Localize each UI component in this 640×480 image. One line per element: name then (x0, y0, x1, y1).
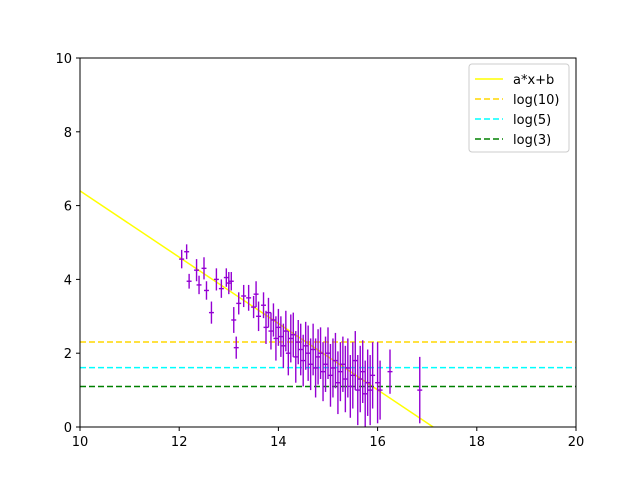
y-tick-label: 6 (64, 200, 72, 215)
legend-label: log(3) (513, 133, 551, 148)
data-point (320, 342, 326, 402)
legend-box (468, 63, 570, 153)
data-point (313, 338, 319, 398)
data-point (275, 308, 281, 346)
data-point (375, 342, 381, 424)
data-point (196, 275, 202, 295)
data-point (308, 338, 314, 391)
data-point (253, 281, 259, 308)
data-point (330, 338, 336, 398)
axes: 10 12 14 16 18 20 0 2 4 6 8 10 (55, 52, 584, 450)
data-point (357, 345, 363, 413)
data-point (352, 331, 358, 391)
data-point (323, 336, 328, 392)
data-point (241, 284, 247, 308)
data-point (194, 259, 200, 282)
data-point (377, 360, 383, 420)
plot-frame (79, 57, 577, 428)
data-point (365, 349, 371, 416)
x-tick-label: 12 (171, 435, 188, 450)
x-tick-label: 18 (469, 435, 486, 450)
data-point (261, 292, 266, 319)
data-point (263, 310, 269, 344)
x-tick-label: 20 (568, 435, 585, 450)
plot-area (80, 190, 576, 427)
data-point (370, 342, 376, 409)
data-point (350, 342, 356, 409)
x-tick-label: 16 (369, 435, 386, 450)
data-point (236, 292, 242, 315)
data-point (204, 281, 209, 300)
y-tick-label: 10 (55, 52, 72, 67)
data-point (340, 336, 346, 392)
data-point (179, 249, 185, 269)
data-point (270, 303, 276, 337)
data-point (278, 316, 284, 357)
x-tick-label: 14 (270, 435, 287, 450)
data-point (355, 355, 361, 426)
data-point (310, 323, 316, 376)
data-point (288, 314, 294, 363)
data-point (213, 268, 219, 291)
data-point (266, 297, 271, 328)
legend-label: a*x+b (513, 73, 554, 88)
legend-label: log(5) (513, 113, 551, 128)
y-tick-label: 0 (64, 421, 72, 436)
data-point (231, 307, 237, 333)
data-point (256, 301, 262, 332)
data-point (251, 296, 257, 319)
data-point (246, 284, 252, 311)
data-point (303, 321, 309, 370)
data-point (360, 340, 366, 404)
y-tick-label: 2 (64, 347, 72, 362)
data-point (295, 319, 301, 365)
data-point (208, 301, 214, 324)
data-point (233, 336, 239, 359)
data-point (228, 272, 234, 291)
data-point (318, 327, 324, 380)
data-point (315, 329, 321, 385)
data-point (362, 360, 368, 427)
data-point (293, 331, 299, 383)
data-point (273, 316, 279, 361)
data-point (337, 342, 343, 402)
data-point (387, 349, 393, 394)
x-tick-label: 10 (72, 435, 89, 450)
data-point (345, 338, 351, 398)
data-point (290, 312, 296, 357)
data-point (332, 332, 338, 389)
data-point (226, 272, 232, 295)
data-point (268, 312, 274, 350)
data-point (335, 351, 341, 415)
data-point (184, 244, 190, 260)
data-point (298, 323, 304, 376)
data-point (347, 355, 353, 418)
data-point (367, 355, 373, 426)
data-point (417, 356, 423, 424)
data-point (325, 327, 331, 380)
data-point (218, 279, 224, 298)
y-tick-label: 8 (64, 126, 72, 141)
data-point (186, 273, 192, 289)
legend-label: log(10) (513, 93, 560, 108)
data-point (201, 257, 207, 280)
legend: a*x+b log(10) log(5) log(3) (468, 63, 570, 153)
y-tick-label: 4 (64, 273, 72, 288)
data-point (342, 345, 348, 413)
data-point (300, 334, 306, 387)
data-point (305, 325, 311, 381)
data-point (328, 343, 333, 407)
fit-line (80, 190, 434, 427)
data-point (283, 310, 289, 352)
